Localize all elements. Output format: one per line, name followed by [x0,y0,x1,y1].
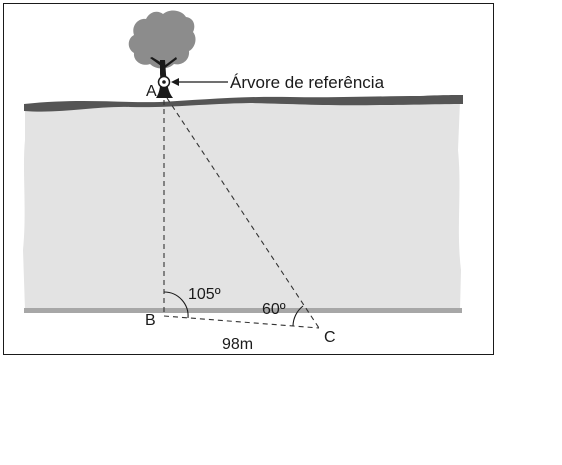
distance-bc-label: 98m [222,336,253,353]
tree-branch-left [150,57,162,66]
label-arrowhead [171,78,179,86]
point-c-label: C [324,329,336,346]
tree-canopy [128,10,196,69]
angle-c-label: 60º [262,301,286,318]
tree-branch-right [164,57,177,68]
line-ac [166,97,320,329]
point-b-label: B [145,312,156,329]
angle-arc-b [163,291,189,319]
top-riverbank [24,95,463,112]
angle-arc-c [292,305,304,327]
tree-label: Árvore de referência [230,73,385,92]
point-a-center [162,80,166,84]
bottom-riverbank [24,308,462,313]
river [23,99,461,310]
angle-b-label: 105º [188,286,221,303]
point-a-label: A [146,83,157,100]
